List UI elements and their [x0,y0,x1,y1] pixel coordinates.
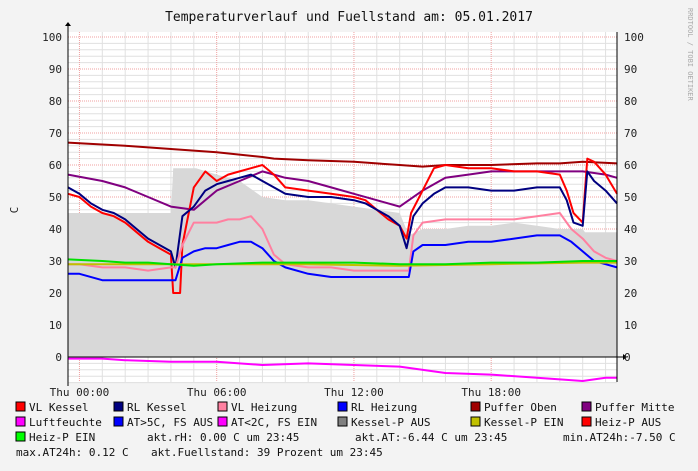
legend-swatch [581,416,592,427]
y-tick-label-right: 100 [624,31,644,44]
legend-label: Heiz-P EIN [29,431,95,444]
legend-label: Kessel-P EIN [484,416,563,429]
stat-akt-at: akt.AT:-6.44 C um 23:45 [355,431,507,444]
stat-min-at: min.AT24h:-7.50 C [563,431,676,444]
y-tick-label-right: 40 [624,223,637,236]
legend-item: RL Heizung [337,401,417,414]
legend-swatch [470,416,481,427]
y-tick-label-left: 10 [49,319,62,332]
legend-label: AT<2C, FS EIN [231,416,317,429]
legend-label: Luftfeuchte [29,416,102,429]
y-tick-label-right: 80 [624,95,637,108]
legend-label: Puffer Mitte [595,401,674,414]
y-tick-label-right: 30 [624,255,637,268]
y-tick-label-left: 20 [49,287,62,300]
legend-swatch [15,416,26,427]
legend-item: AT<2C, FS EIN [217,416,317,429]
legend-item: RL Kessel [113,401,187,414]
legend-swatch [337,401,348,412]
legend-swatch [15,431,26,442]
legend-swatch [113,416,124,427]
legend-label: VL Kessel [29,401,89,414]
y-tick-label-right: 70 [624,127,637,140]
legend-swatch [15,401,26,412]
legend-label: Puffer Oben [484,401,557,414]
chart-title: Temperaturverlauf und Fuellstand am: 05.… [165,10,533,25]
legend-item: VL Kessel [15,401,89,414]
legend-label: RL Heizung [351,401,417,414]
legend-swatch [113,401,124,412]
series-line-heiz-p-ein [67,258,617,267]
legend-item: Kessel-P AUS [337,416,430,429]
y-tick-label-right: 0 [624,351,631,364]
y-tick-label-right: 20 [624,287,637,300]
x-tick-label: Thu 00:00 [50,386,110,399]
legend-item: Heiz-P EIN [15,431,95,444]
series-line-rl-heizung [68,234,618,282]
y-tick-label-left: 80 [49,95,62,108]
legend-item: Heiz-P AUS [581,416,661,429]
y-tick-label-left: 30 [49,255,62,268]
legend-label: VL Heizung [231,401,297,414]
legend-label: Kessel-P AUS [351,416,430,429]
x-axis-arrow [623,354,627,360]
legend-label: AT>5C, FS AUS [127,416,213,429]
y-tick-label-left: 70 [49,127,62,140]
y-tick-label-right: 60 [624,159,637,172]
series-line-vl-kessel [67,157,618,294]
legend-item: Kessel-P EIN [470,416,563,429]
legend-label: Heiz-P AUS [595,416,661,429]
stat-fuellstand: akt.Fuellstand: 39 Prozent um 23:45 [151,446,383,459]
legend-item: VL Heizung [217,401,297,414]
y-tick-label-left: 60 [49,159,62,172]
legend-swatch [217,401,228,412]
y-tick-label-left: 50 [49,191,62,204]
stat-max-at: max.AT24h: 0.12 C [16,446,129,459]
legend-swatch [581,401,592,412]
legend-swatch [337,416,348,427]
legend-swatch [470,401,481,412]
x-tick-label: Thu 06:00 [187,386,247,399]
series-line-vl-heizung [68,212,618,272]
legend-item: Luftfeuchte [15,416,102,429]
series-line-luftfeuchte [68,357,617,382]
x-tick-label: Thu 12:00 [324,386,384,399]
y-tick-label-right: 50 [624,191,637,204]
x-tick-label: Thu 18:00 [461,386,521,399]
y-tick-label-left: 0 [55,351,62,364]
rrdtool-watermark: RRDTOOL / TOBI OETIKER [686,8,694,102]
y-tick-label-left: 90 [49,63,62,76]
y-tick-label-right: 10 [624,319,637,332]
y-tick-label-left: 100 [42,31,62,44]
series-line-rl-kessel [67,170,618,269]
legend-label: RL Kessel [127,401,187,414]
y-tick-label-left: 40 [49,223,62,236]
stat-akt-rh: akt.rH: 0.00 C um 23:45 [147,431,299,444]
legend-swatch [217,416,228,427]
legend-item: Puffer Mitte [581,401,674,414]
y-tick-label-right: 90 [624,63,637,76]
legend-item: Puffer Oben [470,401,557,414]
y-axis-arrow [65,22,71,26]
legend-item: AT>5C, FS AUS [113,416,213,429]
y-axis-label: C [8,207,21,214]
series-line-puffer-oben [67,141,618,168]
